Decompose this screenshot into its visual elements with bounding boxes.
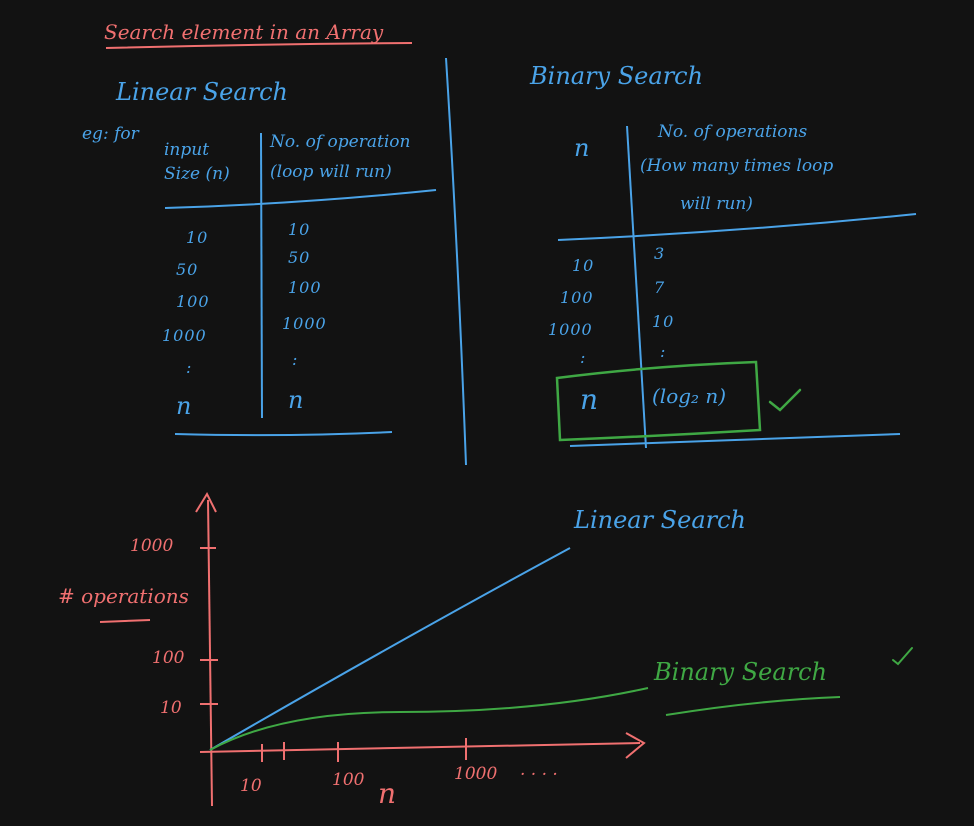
binary-row-0-n: 10	[572, 256, 595, 275]
binary-graph-check	[892, 647, 913, 666]
binary-col2-header-line1: No. of operations	[658, 122, 808, 142]
binary-row-0-ops: 3	[654, 244, 666, 263]
binary-label-underline	[665, 696, 841, 716]
linear-row-4-ops: :	[292, 350, 299, 369]
y-axis	[207, 499, 213, 807]
binary-table-column-divider	[626, 125, 647, 449]
graph-y-label: # operations	[58, 584, 189, 608]
center-divider	[445, 57, 467, 466]
page-title: Search element in an Array	[104, 20, 384, 44]
binary-row-3-n: :	[580, 348, 587, 367]
graph-y-tick-10: 10	[160, 698, 182, 718]
linear-row-3-ops: 1000	[282, 314, 327, 333]
linear-row-4-input: :	[186, 358, 193, 377]
highlight-box	[555, 360, 762, 442]
linear-search-curve	[209, 547, 571, 751]
binary-row-3-ops: :	[660, 342, 667, 361]
linear-search-heading: Linear Search	[116, 78, 289, 106]
highlight-check	[768, 388, 802, 412]
binary-col1-header: n	[574, 134, 590, 162]
y-axis-arrowhead	[195, 491, 217, 513]
linear-row-5-input: n	[176, 392, 192, 420]
linear-row-2-ops: 100	[288, 278, 322, 297]
linear-col1-header-line2: Size (n)	[164, 164, 230, 184]
linear-row-1-ops: 50	[288, 248, 311, 267]
linear-table-header-rule	[164, 189, 437, 209]
linear-col2-header-line1: No. of operation	[270, 132, 411, 152]
x-axis-arrowhead	[625, 732, 646, 759]
linear-table-column-divider	[260, 132, 263, 419]
binary-col2-header-line3: will run)	[680, 194, 753, 214]
linear-row-0-ops: 10	[288, 220, 311, 239]
linear-row-0-input: 10	[186, 228, 209, 247]
linear-row-1-input: 50	[176, 260, 199, 279]
binary-row-1-n: 100	[560, 288, 594, 307]
binary-search-curve-label: Binary Search	[654, 658, 828, 686]
binary-table-header-rule	[557, 213, 917, 241]
binary-table-bottom-rule	[569, 433, 901, 447]
binary-search-curve	[209, 687, 649, 751]
linear-row-2-input: 100	[176, 292, 210, 311]
linear-row-5-ops: n	[288, 386, 304, 414]
eg-label: eg: for	[82, 124, 139, 144]
graph-y-tick-1000: 1000	[130, 536, 174, 556]
y-label-underline	[99, 619, 151, 623]
binary-row-1-ops: 7	[654, 278, 666, 297]
linear-table-bottom-rule	[174, 431, 393, 437]
graph-x-tick-ellipsis: . . . .	[520, 760, 558, 780]
linear-col2-header-line2: (loop will run)	[270, 162, 392, 182]
graph-y-tick-100: 100	[152, 648, 185, 668]
linear-col1-header-line1: input	[164, 140, 210, 160]
title-underline	[105, 42, 413, 49]
graph-x-tick-1000: 1000	[454, 764, 498, 784]
linear-search-curve-label: Linear Search	[574, 506, 747, 534]
graph-x-label: n	[378, 777, 397, 810]
binary-col2-header-line2: (How many times loop	[640, 156, 834, 176]
binary-row-2-ops: 10	[652, 312, 675, 331]
graph-x-tick-10: 10	[240, 776, 262, 796]
binary-search-heading: Binary Search	[530, 62, 704, 90]
graph-x-tick-100: 100	[332, 770, 365, 790]
binary-highlight-n: n	[580, 383, 599, 416]
binary-highlight-ops: (log₂ n)	[652, 384, 727, 408]
linear-row-3-input: 1000	[162, 326, 207, 345]
x-axis	[199, 742, 641, 753]
binary-row-2-n: 1000	[548, 320, 593, 339]
